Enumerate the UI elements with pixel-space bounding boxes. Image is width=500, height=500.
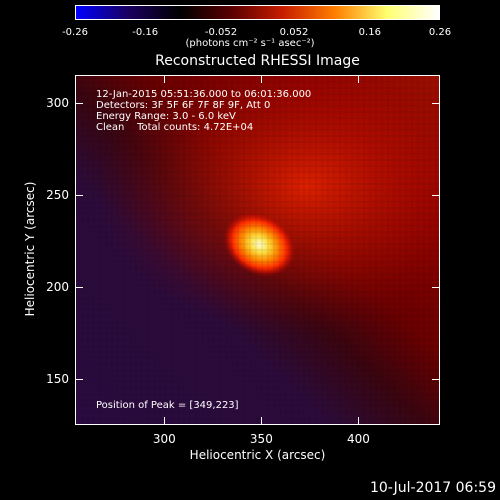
- x-tick-label: 300: [152, 432, 176, 446]
- y-tick-mark: [432, 102, 440, 104]
- colorbar-tick-label: 0.26: [428, 27, 452, 38]
- x-tick-mark: [164, 75, 166, 83]
- y-tick-label: 300: [46, 95, 69, 110]
- y-tick-mark: [432, 286, 440, 288]
- x-tick-mark: [261, 417, 263, 425]
- detectors-annotation: Detectors: 3F 5F 6F 7F 8F 9F, Att 0: [96, 100, 271, 111]
- chart-title: Reconstructed RHESSI Image: [155, 53, 360, 69]
- footer-date: 10-Jul-2017 06:59: [369, 480, 496, 496]
- colorbar-units: (photons cm⁻² s⁻¹ asec⁻²): [185, 38, 315, 49]
- y-tick-label: 250: [46, 187, 69, 202]
- colorbar-tick-label: 0.052: [279, 27, 309, 38]
- colorbar-tick-label: -0.052: [204, 27, 238, 38]
- colorbar: [75, 5, 440, 20]
- colorbar-tick-label: -0.16: [132, 27, 159, 38]
- plot-area: 12-Jan-2015 05:51:36.000 to 06:01:36.000…: [75, 75, 440, 425]
- y-tick-mark: [75, 286, 83, 288]
- y-tick-mark: [75, 194, 83, 196]
- heatmap-image: [76, 76, 439, 424]
- x-axis-label: Heliocentric X (arcsec): [189, 448, 326, 462]
- y-tick-mark: [75, 378, 83, 380]
- x-tick-mark: [164, 417, 166, 425]
- x-tick-mark: [261, 75, 263, 83]
- y-tick-label: 150: [46, 371, 69, 386]
- peak-position-annotation: Position of Peak = [349,223]: [96, 400, 239, 411]
- y-tick-mark: [75, 102, 83, 104]
- x-tick-mark: [358, 75, 360, 83]
- x-tick-label: 400: [347, 432, 370, 446]
- y-tick-label: 200: [46, 279, 69, 294]
- time-range-annotation: 12-Jan-2015 05:51:36.000 to 06:01:36.000: [96, 89, 312, 100]
- y-tick-mark: [432, 194, 440, 196]
- colorbar-tick-label: 0.16: [358, 27, 381, 38]
- x-tick-mark: [358, 417, 360, 425]
- colorbar-tick-label: -0.26: [62, 27, 88, 38]
- y-axis-label: Heliocentric Y (arcsec): [23, 181, 37, 317]
- x-tick-label: 350: [249, 432, 273, 446]
- y-tick-mark: [432, 378, 440, 380]
- clean-counts-annotation: Clean Total counts: 4.72E+04: [96, 122, 254, 133]
- energy-range-annotation: Energy Range: 3.0 - 6.0 keV: [96, 111, 236, 122]
